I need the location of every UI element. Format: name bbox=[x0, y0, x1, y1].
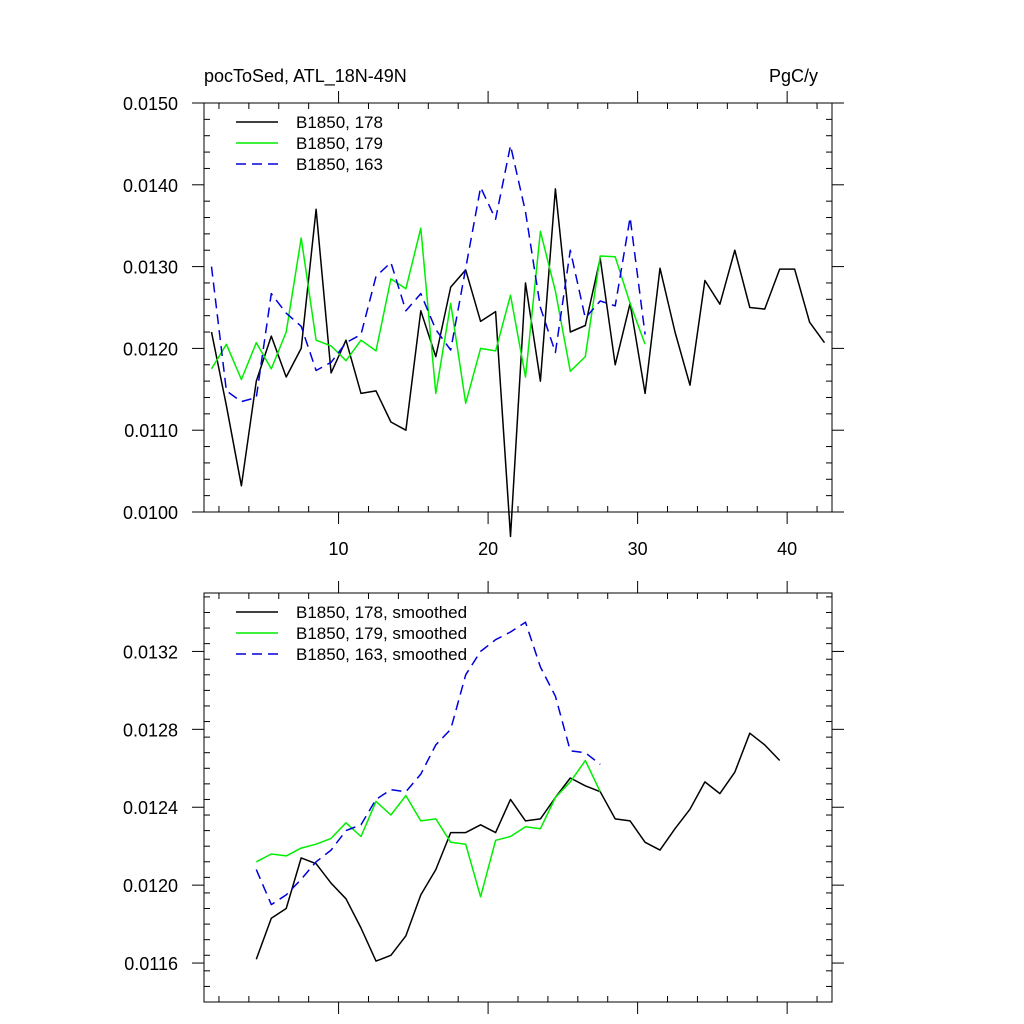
legend-label: B1850, 178 bbox=[296, 113, 383, 132]
y-tick-label: 0.0150 bbox=[123, 94, 178, 114]
legend-label: B1850, 179 bbox=[296, 134, 383, 153]
y-tick-label: 0.0120 bbox=[123, 339, 178, 359]
y-tick-label: 0.0132 bbox=[123, 642, 178, 662]
bottom-legend: B1850, 178, smoothed B1850, 179, smoothed… bbox=[236, 603, 467, 664]
y-tick-label: 0.0116 bbox=[124, 954, 178, 974]
top-plot-area: 10 20 30 40 0.0100 0.0110 0.0120 0.0130 0.0140 0.… bbox=[123, 91, 844, 559]
series-line bbox=[255, 621, 601, 906]
y-tick-label: 0.0140 bbox=[123, 176, 178, 196]
series-line bbox=[210, 188, 826, 538]
x-tick-label: 10 bbox=[329, 539, 349, 559]
x-tick-label: 20 bbox=[478, 539, 498, 559]
y-tick-label: 0.0128 bbox=[123, 720, 178, 740]
bottom-panel: 0.0116 0.0120 0.0124 0.0128 0.0132 B1850, 178… bbox=[123, 581, 844, 1014]
series-line bbox=[255, 759, 601, 898]
legend-label: B1850, 179, smoothed bbox=[296, 624, 467, 643]
y-tick-label: 0.0120 bbox=[123, 876, 178, 896]
series-line bbox=[210, 144, 646, 403]
y-tick-label: 0.0100 bbox=[123, 503, 178, 523]
x-tick-label: 30 bbox=[628, 539, 648, 559]
y-tick-label: 0.0124 bbox=[123, 798, 178, 818]
top-panel-units: PgC/y bbox=[769, 66, 818, 86]
y-tick-label: 0.0110 bbox=[124, 421, 178, 441]
bottom-axis-ticks bbox=[192, 581, 844, 1014]
series-line bbox=[210, 227, 646, 404]
top-panel: pocToSed, ATL_18N-49N PgC/y 10 20 30 40 0.01… bbox=[123, 66, 844, 559]
bottom-plot-area: 0.0116 0.0120 0.0124 0.0128 0.0132 B1850, 178… bbox=[123, 581, 844, 1014]
top-panel-title: pocToSed, ATL_18N-49N bbox=[204, 66, 407, 87]
legend-label: B1850, 178, smoothed bbox=[296, 603, 467, 622]
legend-label: B1850, 163, smoothed bbox=[296, 645, 467, 664]
series-line bbox=[255, 732, 781, 962]
top-axis-ticks bbox=[192, 91, 844, 524]
y-tick-label: 0.0130 bbox=[123, 258, 178, 278]
legend-label: B1850, 163 bbox=[296, 155, 383, 174]
top-legend: B1850, 178 B1850, 179 B1850, 163 bbox=[236, 113, 383, 174]
x-tick-label: 40 bbox=[777, 539, 797, 559]
